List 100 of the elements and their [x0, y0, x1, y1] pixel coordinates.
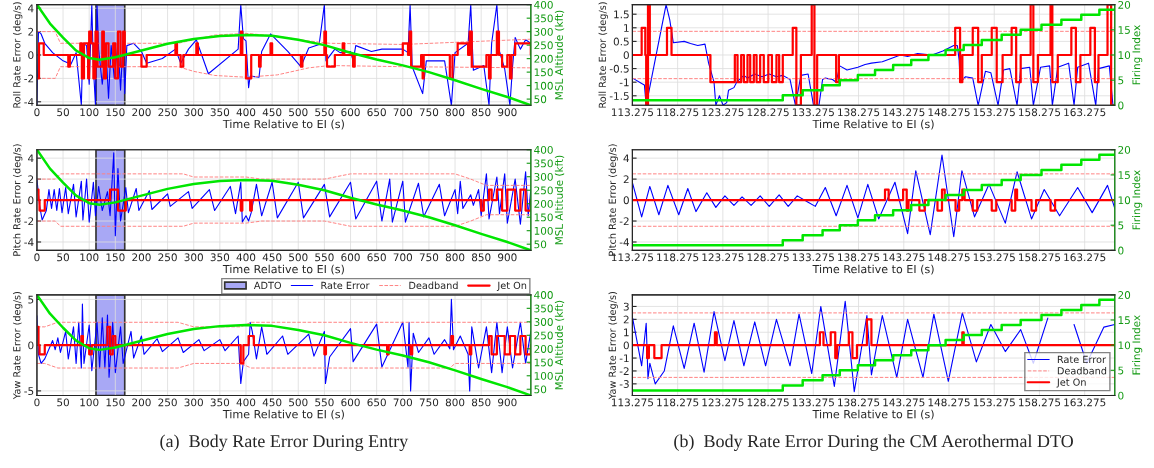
y-tick-label: 0: [623, 341, 629, 350]
y2-tick-label: 10: [1118, 51, 1131, 60]
x-tick-label: 600: [341, 253, 360, 262]
y2-tick-label: 200: [534, 345, 553, 353]
y2-tick-label: 150: [534, 358, 553, 367]
x-tick-label: 158.275: [1019, 398, 1061, 407]
x-tick-label: 500: [289, 398, 308, 407]
y2-tick-label: 50: [534, 95, 547, 104]
legend-label: Jet On: [1056, 378, 1086, 388]
y2-tick-label: 5: [1118, 221, 1124, 230]
legend-label: Jet On: [496, 281, 527, 291]
x-tick-label: 900: [498, 398, 517, 407]
legend-label: Deadband: [409, 281, 458, 290]
y2-tick-label: 15: [1118, 171, 1130, 180]
y2-tick-label: 300: [534, 27, 553, 36]
x-tick-label: 300: [184, 108, 203, 117]
x-tick-label: 128.275: [747, 253, 789, 262]
x-tick-label: 123.275: [702, 398, 744, 407]
y2-tick-label: 5: [1118, 366, 1124, 375]
y2-axis-title: Firing Index: [1132, 315, 1143, 375]
x-tick-label: 200: [132, 398, 151, 407]
y-tick-label: -2: [24, 217, 34, 225]
x-tick-label: 350: [210, 108, 230, 117]
x-tick-label: 153.275: [973, 108, 1015, 117]
x-tick-label: 750: [419, 398, 439, 407]
x-tick-label: 750: [419, 253, 439, 262]
legend-label: Deadband: [1057, 366, 1107, 375]
line-series: [36, 4, 531, 106]
y2-tick-label: 300: [534, 318, 553, 326]
x-tick-label: 153.275: [973, 398, 1015, 407]
y-tick-label: 2: [623, 315, 629, 324]
y-tick-label: 0: [28, 196, 34, 205]
y-tick-label: -2: [619, 367, 629, 375]
y-tick-label: 2: [28, 27, 34, 36]
y2-tick-label: 150: [534, 213, 553, 222]
y-tick-label: -5: [24, 387, 34, 395]
y2-tick-label: 300: [534, 172, 553, 181]
y-tick-label: 0: [623, 196, 629, 205]
x-tick-label: 158.275: [1019, 108, 1061, 117]
y2-tick-label: 15: [1118, 316, 1130, 325]
y-tick-label: -2: [24, 74, 34, 83]
x-tick-label: 0: [34, 253, 40, 262]
x-tick-label: 500: [289, 108, 308, 117]
x-tick-label: 550: [315, 398, 334, 407]
x-tick-label: 163.275: [1064, 253, 1106, 262]
y2-tick-label: 350: [534, 304, 553, 313]
y2-tick-label: 0: [1118, 246, 1124, 255]
x-tick-label: 143.275: [883, 108, 925, 117]
y2-tick-label: 400: [534, 145, 553, 154]
x-tick-label: 650: [367, 253, 386, 262]
y-tick-label: 3: [623, 302, 629, 311]
x-tick-label: 148.275: [928, 108, 970, 117]
x-tick-label: 250: [158, 398, 177, 407]
y-tick-label: -0.5: [609, 64, 629, 73]
y2-tick-label: 100: [534, 81, 553, 90]
y2-tick-label: 50: [534, 240, 547, 249]
x-tick-label: 800: [445, 398, 465, 407]
y-tick-label: -1.5: [609, 92, 629, 100]
x-tick-label: 118.275: [657, 398, 699, 407]
y-tick-label: 1: [624, 24, 629, 32]
x-tick-label: 138.275: [838, 398, 880, 407]
x-tick-label: 850: [471, 108, 491, 117]
x-tick-label: 400: [236, 398, 256, 407]
y-axis-title: Yaw Rate Error (deg/s): [608, 291, 618, 400]
y2-tick-label: 400: [534, 291, 553, 299]
x-tick-label: 800: [445, 108, 465, 117]
x-tick-label: 138.275: [838, 253, 880, 262]
x-tick-label: 850: [471, 253, 491, 262]
x-axis-title: Time Relative to EI (s): [222, 264, 344, 275]
y2-axis-title: Firing Index: [1132, 170, 1143, 230]
y2-tick-label: 400: [534, 0, 553, 9]
x-tick-label: 153.275: [973, 253, 1015, 262]
y2-axis-title: Firing Index: [1132, 25, 1143, 85]
y2-tick-label: 0: [1118, 391, 1124, 400]
x-tick-label: 113.275: [612, 108, 654, 117]
x-axis-title: Time Relative to EI (s): [812, 119, 934, 130]
x-tick-label: 0: [34, 108, 40, 117]
y-axis-title: Yaw Rate Error (deg/s): [12, 291, 23, 400]
x-tick-label: 700: [393, 253, 413, 262]
y2-tick-label: 5: [1118, 76, 1124, 85]
y-axis-title: Pitch Rate Error (deg/s): [12, 144, 23, 256]
x-tick-label: 600: [341, 108, 360, 117]
x-tick-label: 128.275: [747, 108, 789, 117]
text: (b) Body Rate Error During the CM Aerothermal DTO: [674, 434, 1073, 451]
x-tick-label: 900: [498, 108, 517, 117]
x-tick-label: 100: [80, 398, 99, 407]
y-tick-label: 0: [623, 51, 629, 60]
x-tick-label: 500: [289, 253, 308, 262]
x-tick-label: 400: [236, 253, 256, 262]
x-tick-label: 0: [34, 398, 40, 407]
x-tick-label: 400: [236, 108, 256, 117]
y-tick-label: 2: [623, 175, 629, 184]
y2-tick-label: 10: [1118, 341, 1131, 350]
x-tick-label: 158.275: [1019, 253, 1061, 262]
x-tick-label: 850: [471, 398, 491, 407]
text: (a) Body Rate Error During Entry: [160, 434, 409, 451]
y2-tick-label: 100: [534, 226, 553, 235]
y-tick-label: -1: [619, 354, 629, 363]
x-tick-label: 113.275: [612, 398, 654, 407]
x-axis-title: Time Relative to EI (s): [812, 409, 934, 420]
